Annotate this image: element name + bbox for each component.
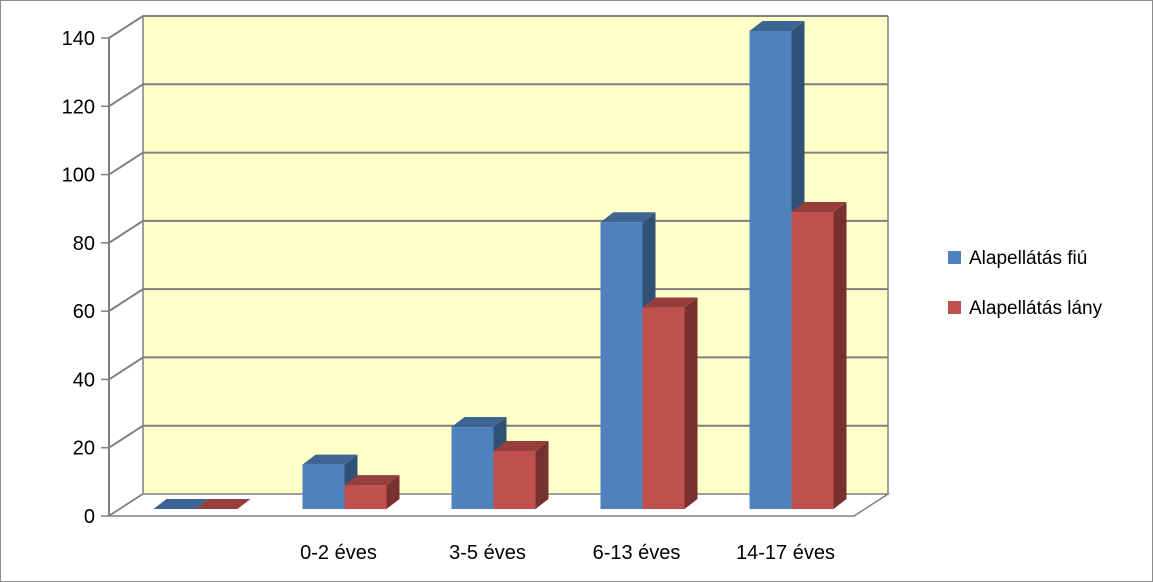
side-gridline xyxy=(108,220,144,244)
bar-top xyxy=(600,212,656,223)
bar-side xyxy=(833,201,847,509)
bar-top xyxy=(302,454,358,465)
side-gridline xyxy=(108,151,144,176)
y-tick-label: 60 xyxy=(73,301,95,323)
bar-front xyxy=(791,211,834,509)
bar-front xyxy=(749,31,792,509)
side-gridline xyxy=(108,288,144,312)
bar-lany xyxy=(642,297,698,509)
bar-top xyxy=(493,440,549,451)
side-gridline xyxy=(108,356,144,381)
side-gridline xyxy=(108,424,144,449)
side-gridline xyxy=(108,83,144,108)
bar-fiu xyxy=(153,499,209,509)
bar-side xyxy=(684,297,698,509)
legend-label: Alapellátás fiú xyxy=(969,248,1087,269)
y-tick-label: 0 xyxy=(84,506,95,528)
bar-top xyxy=(791,201,847,212)
bar-lany xyxy=(791,201,847,509)
bar-side xyxy=(535,440,549,509)
bar-top xyxy=(749,21,805,31)
legend-swatch xyxy=(948,251,961,264)
bar-front xyxy=(302,464,345,509)
bar-top xyxy=(195,499,251,509)
bar-front xyxy=(344,485,387,509)
bar-front xyxy=(642,307,685,509)
x-tick-label: 3-5 éves xyxy=(449,542,526,564)
bar-lany xyxy=(195,499,251,509)
legend-swatch xyxy=(948,301,961,314)
bar-front xyxy=(600,222,643,509)
x-tick-label: 0-2 éves xyxy=(300,542,377,564)
side-gridline xyxy=(108,15,144,39)
y-tick-label: 20 xyxy=(73,438,95,460)
bar-top xyxy=(451,417,507,428)
y-tick-label: 100 xyxy=(62,165,95,187)
bar-lany xyxy=(493,440,549,509)
bar-front xyxy=(493,450,536,509)
plot-side-wall xyxy=(109,16,143,516)
x-tick-label: 6-13 éves xyxy=(593,542,681,564)
y-tick-label: 120 xyxy=(62,96,95,118)
bar-top xyxy=(344,475,400,486)
legend-label: Alapellátás lány xyxy=(969,298,1103,319)
bar-top xyxy=(642,297,698,308)
y-tick-label: 40 xyxy=(73,369,95,391)
bar-lany xyxy=(344,475,400,509)
y-tick-label: 140 xyxy=(62,28,95,50)
bar-side xyxy=(386,475,400,509)
x-tick-label: 14-17 éves xyxy=(736,542,835,564)
bar-front xyxy=(451,427,494,509)
bar-top xyxy=(153,499,209,509)
y-tick-label: 80 xyxy=(73,233,95,255)
